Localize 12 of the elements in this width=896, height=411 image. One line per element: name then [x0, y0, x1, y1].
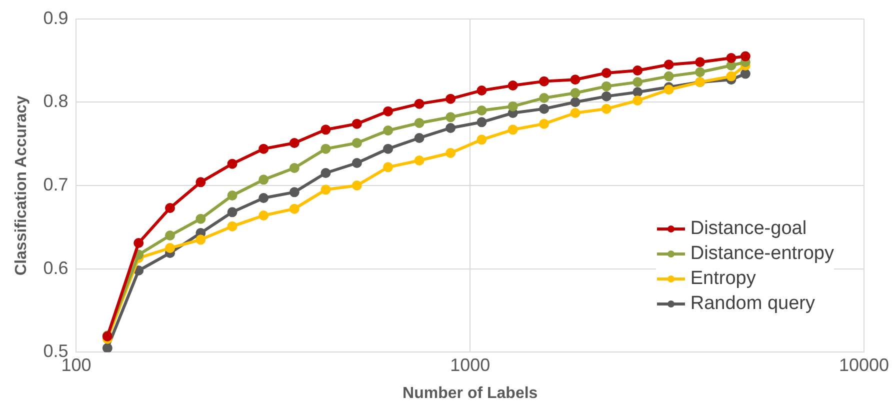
legend-label: Entropy — [690, 267, 756, 291]
y-tick-label: 0.8 — [43, 91, 68, 112]
y-tick-label: 0.9 — [43, 8, 68, 28]
legend-label: Distance-goal — [690, 217, 807, 241]
x-tick-label: 10000 — [838, 354, 890, 375]
y-tick-label: 0.6 — [43, 258, 68, 278]
legend-label: Random query — [690, 292, 815, 316]
y-tick-label: 0.7 — [43, 174, 68, 194]
legend-label: Distance-entropy — [690, 242, 834, 266]
x-tick-label: 1000 — [450, 354, 490, 375]
y-axis-title: Classification Accuracy — [13, 95, 30, 276]
x-axis-title: Number of Labels — [402, 384, 538, 402]
